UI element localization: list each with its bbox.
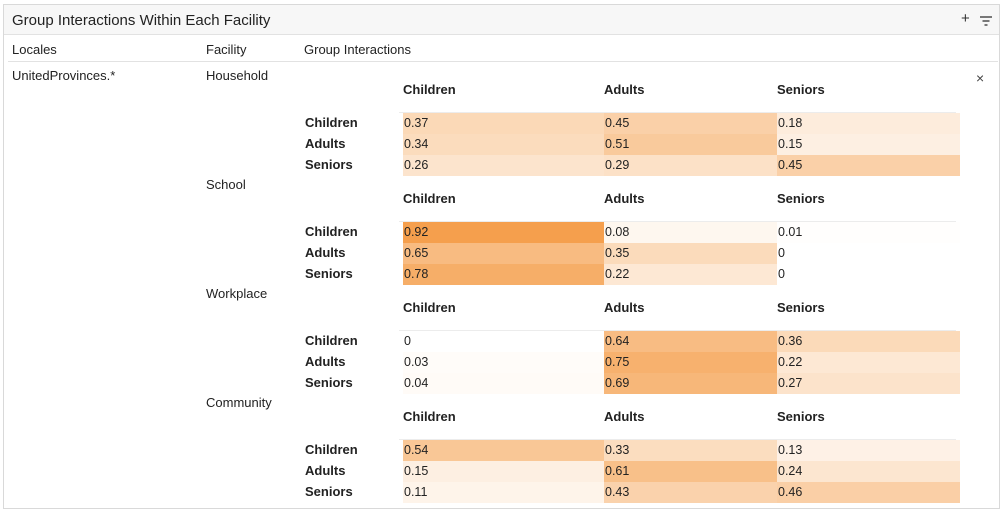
matrix-cell: 0.26 [403,155,604,176]
matrix-column-label: Children [403,300,456,315]
matrix-cell: 0.03 [403,352,604,373]
matrix-cell: 0.18 [777,113,960,134]
facility-column-header: Facility [206,42,247,57]
matrix-column-label: Adults [604,82,645,97]
matrix-cell: 0.15 [777,134,960,155]
matrix-cell: 0.15 [403,461,604,482]
header-divider [8,61,998,62]
matrix-column-label: Adults [604,191,645,206]
matrix-top-border [399,112,956,113]
locales-column-header: Locales [12,42,57,57]
matrix-column-label: Seniors [777,409,825,424]
matrix-cell: 0.75 [604,352,777,373]
matrix-cell: 0 [777,264,960,285]
panel-header: Group Interactions Within Each Facility … [4,5,999,35]
matrix-cell: 0.04 [403,373,604,394]
matrix-cell: 0.45 [604,113,777,134]
matrix-column-label: Adults [604,409,645,424]
locale-label: UnitedProvinces.* [12,68,116,83]
matrix-cell: 0.22 [777,352,960,373]
matrix-cell: 0.92 [403,222,604,243]
matrix-cell: 0.22 [604,264,777,285]
matrix-cell: 0.54 [403,440,604,461]
matrix-column-label: Seniors [777,300,825,315]
matrix-top-border [399,330,956,331]
interactions-column-header: Group Interactions [304,42,411,57]
matrix-cell: 0.11 [403,482,604,503]
matrix-cell: 0.64 [604,331,777,352]
facility-label: School [206,177,246,192]
add-icon[interactable]: + [961,10,970,27]
matrix-top-border [399,221,956,222]
matrix-column-label: Children [403,191,456,206]
matrix-column-label: Children [403,409,456,424]
matrix-cell: 0.24 [777,461,960,482]
matrix-cell: 0.45 [777,155,960,176]
matrix-column-label: Children [403,82,456,97]
matrix-cell: 0.78 [403,264,604,285]
matrix-cell: 0.69 [604,373,777,394]
matrix-cell: 0.33 [604,440,777,461]
matrix-cell: 0.08 [604,222,777,243]
matrix-cell: 0.36 [777,331,960,352]
matrix-cell: 0 [403,331,604,352]
matrix-cell: 0.37 [403,113,604,134]
matrix-column-label: Seniors [777,82,825,97]
filter-icon[interactable] [980,13,992,31]
matrix-row-label: Children [305,333,358,348]
facility-label: Community [206,395,272,410]
close-icon[interactable]: × [976,70,985,86]
matrix-cell: 0.35 [604,243,777,264]
matrix-row-label: Seniors [305,375,353,390]
matrix-cell: 0.51 [604,134,777,155]
matrix-row-label: Seniors [305,157,353,172]
matrix-cell: 0.13 [777,440,960,461]
matrix-cell: 0.43 [604,482,777,503]
matrix-cell: 0.29 [604,155,777,176]
matrix-row-label: Seniors [305,266,353,281]
matrix-row-label: Children [305,115,358,130]
matrix-cell: 0.46 [777,482,960,503]
facility-label: Household [206,68,269,83]
matrix-cell: 0.61 [604,461,777,482]
matrix-row-label: Adults [305,463,346,478]
matrix-top-border [399,439,956,440]
matrix-row-label: Seniors [305,484,353,499]
matrix-cell: 0.01 [777,222,960,243]
matrix-row-label: Adults [305,245,346,260]
matrix-cell: 0.34 [403,134,604,155]
matrix-row-label: Children [305,442,358,457]
matrix-row-label: Adults [305,354,346,369]
matrix-cell: 0.27 [777,373,960,394]
matrix-column-label: Seniors [777,191,825,206]
matrix-cell: 0.65 [403,243,604,264]
matrix-row-label: Children [305,224,358,239]
matrix-column-label: Adults [604,300,645,315]
matrix-cell: 0 [777,243,960,264]
matrix-row-label: Adults [305,136,346,151]
facility-label: Workplace [206,286,268,301]
panel-title: Group Interactions Within Each Facility [12,12,271,29]
